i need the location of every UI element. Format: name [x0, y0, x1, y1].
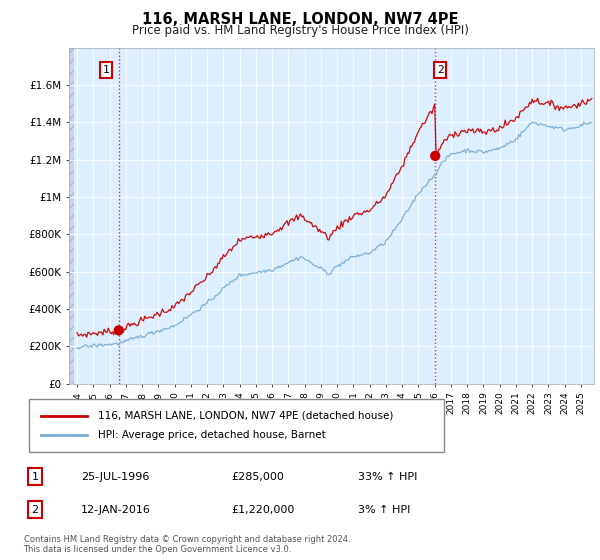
- Text: 33% ↑ HPI: 33% ↑ HPI: [358, 472, 417, 482]
- Text: 1: 1: [103, 65, 109, 75]
- Text: 3% ↑ HPI: 3% ↑ HPI: [358, 505, 410, 515]
- Text: 1: 1: [32, 472, 38, 482]
- Text: 2: 2: [437, 65, 443, 75]
- FancyBboxPatch shape: [29, 399, 444, 452]
- Text: Price paid vs. HM Land Registry's House Price Index (HPI): Price paid vs. HM Land Registry's House …: [131, 24, 469, 37]
- Text: 2: 2: [31, 505, 38, 515]
- Text: Contains HM Land Registry data © Crown copyright and database right 2024.
This d: Contains HM Land Registry data © Crown c…: [23, 535, 350, 554]
- Text: 116, MARSH LANE, LONDON, NW7 4PE (detached house): 116, MARSH LANE, LONDON, NW7 4PE (detach…: [98, 410, 394, 421]
- Text: 25-JUL-1996: 25-JUL-1996: [81, 472, 149, 482]
- Text: 116, MARSH LANE, LONDON, NW7 4PE: 116, MARSH LANE, LONDON, NW7 4PE: [142, 12, 458, 27]
- Text: £285,000: £285,000: [231, 472, 284, 482]
- Text: HPI: Average price, detached house, Barnet: HPI: Average price, detached house, Barn…: [98, 431, 326, 441]
- Point: [114, 326, 124, 335]
- Point: [430, 151, 440, 160]
- Text: £1,220,000: £1,220,000: [231, 505, 294, 515]
- Text: 12-JAN-2016: 12-JAN-2016: [81, 505, 151, 515]
